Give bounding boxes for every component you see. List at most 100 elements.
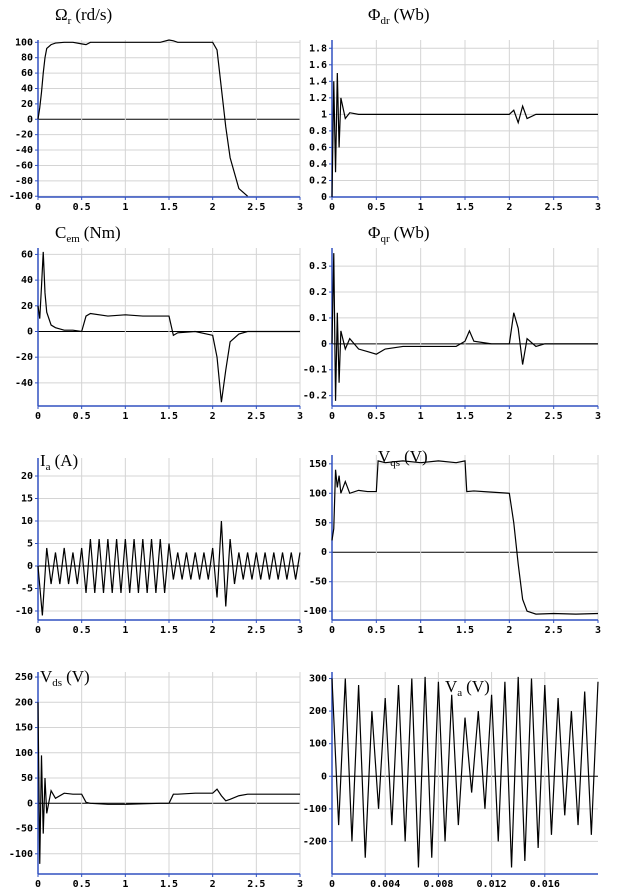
x-tick-label: 2 bbox=[506, 202, 512, 213]
chart-title: Vqs (V) bbox=[378, 447, 428, 469]
x-tick-label: 1.5 bbox=[160, 625, 178, 636]
x-tick-label: 0 bbox=[35, 411, 41, 422]
x-tick-label: 0 bbox=[329, 411, 335, 422]
y-tick-label: 0.1 bbox=[309, 313, 327, 324]
x-tick-label: 2 bbox=[210, 411, 216, 422]
title-subscript: a bbox=[46, 461, 51, 473]
chart-title: Φqr (Wb) bbox=[368, 223, 429, 245]
y-tick-label: 0.2 bbox=[309, 175, 327, 186]
data-line bbox=[331, 253, 598, 401]
x-tick-label: 2 bbox=[210, 879, 216, 888]
y-tick-label: -200 bbox=[303, 836, 327, 847]
title-symbol: V bbox=[378, 447, 391, 466]
x-tick-label: 0 bbox=[35, 879, 41, 888]
y-tick-label: 20 bbox=[21, 301, 33, 312]
y-tick-label: 0 bbox=[27, 326, 33, 337]
y-tick-label: -20 bbox=[15, 130, 33, 141]
x-tick-label: 0.5 bbox=[73, 411, 91, 422]
x-tick-label: 2.5 bbox=[247, 202, 265, 213]
x-tick-label: 0 bbox=[329, 879, 335, 888]
x-tick-label: 1 bbox=[122, 879, 128, 888]
y-tick-label: 20 bbox=[21, 99, 33, 110]
x-tick-label: 2 bbox=[506, 625, 512, 636]
y-tick-label: -20 bbox=[15, 352, 33, 363]
y-tick-label: 0 bbox=[321, 547, 327, 558]
y-tick-label: -100 bbox=[9, 849, 33, 860]
y-tick-label: 0 bbox=[321, 771, 327, 782]
chart-title: Ωr (rd/s) bbox=[55, 5, 112, 27]
y-tick-label: 100 bbox=[15, 748, 33, 759]
x-tick-label: 3 bbox=[297, 411, 303, 422]
y-tick-label: 100 bbox=[15, 37, 33, 48]
title-unit: (Wb) bbox=[394, 223, 430, 242]
chart-panel: 250 200 150 100 50 0 -50 -100 0 0.5 1 1.5 2 2.5 3 Vds (V… bbox=[9, 667, 303, 888]
y-tick-label: 40 bbox=[21, 83, 33, 94]
y-tick-label: 0.6 bbox=[309, 142, 327, 153]
x-tick-label: 2 bbox=[210, 202, 216, 213]
y-tick-label: 0 bbox=[321, 339, 327, 350]
y-tick-label: 300 bbox=[309, 674, 327, 685]
y-tick-label: -0.1 bbox=[303, 365, 327, 376]
x-tick-label: 2.5 bbox=[247, 411, 265, 422]
y-tick-label: 1.8 bbox=[309, 43, 327, 54]
title-subscript: dr bbox=[380, 15, 390, 27]
y-tick-label: -100 bbox=[303, 804, 327, 815]
y-tick-label: 150 bbox=[15, 723, 33, 734]
y-tick-label: 15 bbox=[21, 494, 33, 505]
y-tick-label: 250 bbox=[15, 672, 33, 683]
y-tick-label: 0 bbox=[27, 561, 33, 572]
x-tick-label: 0.012 bbox=[477, 879, 507, 888]
y-tick-label: -0.2 bbox=[303, 391, 327, 402]
title-unit: (V) bbox=[404, 447, 428, 466]
title-symbol: Φ bbox=[368, 223, 380, 242]
x-tick-label: 2.5 bbox=[545, 411, 563, 422]
y-tick-label: 150 bbox=[309, 459, 327, 470]
data-line bbox=[37, 39, 248, 197]
x-tick-label: 3 bbox=[297, 202, 303, 213]
chart-title: Ia (A) bbox=[40, 451, 78, 473]
data-line bbox=[331, 73, 598, 198]
y-tick-label: -40 bbox=[15, 378, 33, 389]
y-tick-label: 5 bbox=[27, 539, 33, 550]
data-line bbox=[331, 460, 599, 615]
y-tick-label: 100 bbox=[309, 488, 327, 499]
y-tick-label: 40 bbox=[21, 275, 33, 286]
data-line bbox=[331, 676, 599, 868]
y-tick-label: 60 bbox=[21, 249, 33, 260]
title-subscript: a bbox=[457, 687, 462, 699]
chart-panel: 60 40 20 0 -20 -40 0 0.5 1 1.5 2 2.5 3 Cem (Nm) bbox=[15, 223, 303, 422]
x-tick-label: 1 bbox=[122, 202, 128, 213]
y-tick-label: -60 bbox=[15, 160, 33, 171]
y-tick-label: 100 bbox=[309, 739, 327, 750]
x-tick-label: 0 bbox=[35, 625, 41, 636]
x-tick-label: 1 bbox=[122, 411, 128, 422]
x-tick-label: 1 bbox=[122, 625, 128, 636]
y-tick-label: -50 bbox=[309, 577, 327, 588]
x-tick-label: 2 bbox=[506, 411, 512, 422]
chart-title: Cem (Nm) bbox=[55, 223, 121, 245]
y-tick-label: 20 bbox=[21, 471, 33, 482]
data-line bbox=[37, 520, 301, 616]
y-tick-label: 1.2 bbox=[309, 93, 327, 104]
x-tick-label: 2.5 bbox=[247, 625, 265, 636]
x-tick-label: 0 bbox=[329, 625, 335, 636]
y-tick-label: 1.4 bbox=[309, 76, 327, 87]
y-tick-label: 0 bbox=[27, 114, 33, 125]
data-line bbox=[37, 702, 300, 864]
y-tick-label: 60 bbox=[21, 68, 33, 79]
x-tick-label: 1.5 bbox=[456, 625, 474, 636]
x-tick-label: 0.5 bbox=[367, 411, 385, 422]
x-tick-label: 0.5 bbox=[367, 202, 385, 213]
y-tick-label: 50 bbox=[21, 773, 33, 784]
x-tick-label: 1.5 bbox=[160, 879, 178, 888]
x-tick-label: 0.016 bbox=[530, 879, 560, 888]
x-tick-label: 0.008 bbox=[423, 879, 453, 888]
x-tick-label: 3 bbox=[297, 625, 303, 636]
y-tick-label: 0.3 bbox=[309, 261, 327, 272]
x-tick-label: 2 bbox=[210, 625, 216, 636]
x-tick-label: 1.5 bbox=[456, 411, 474, 422]
